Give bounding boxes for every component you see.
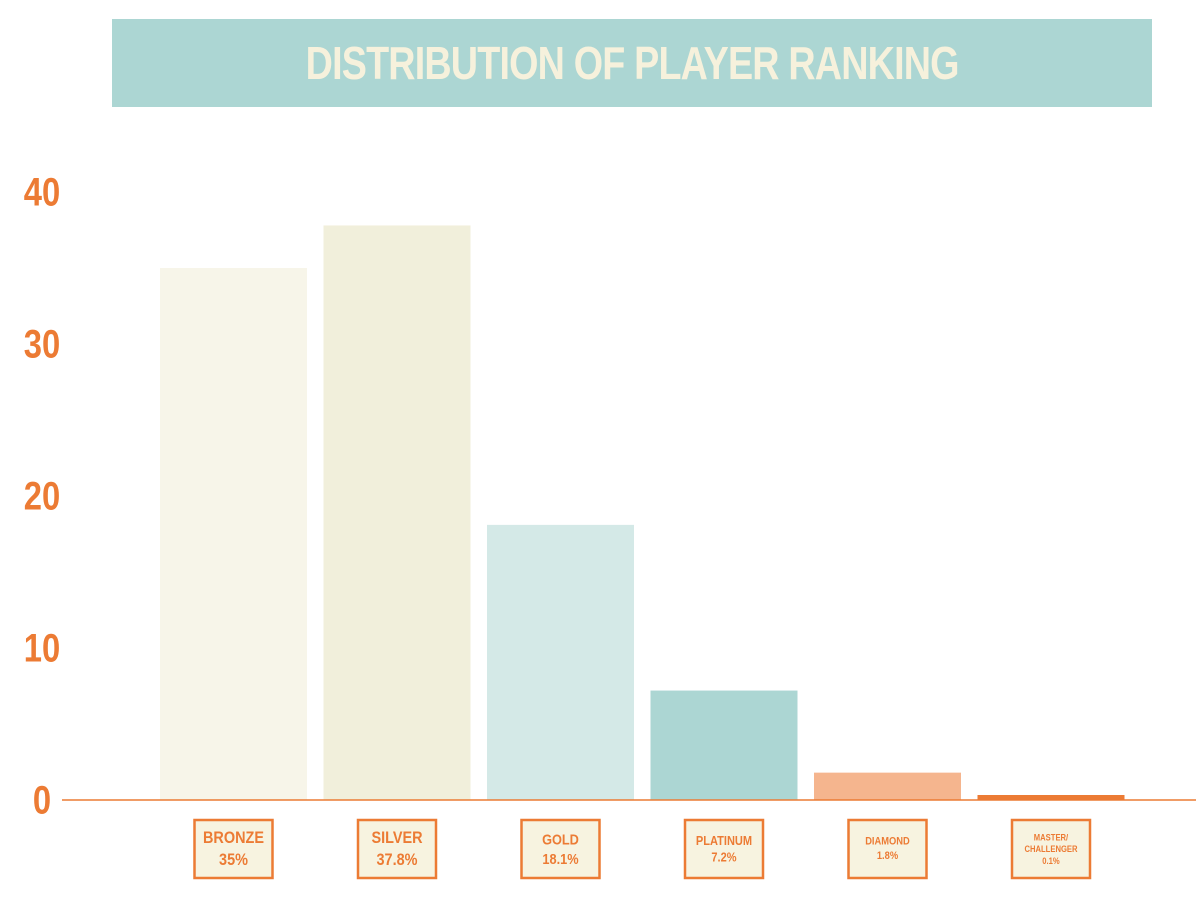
category-label-box: DIAMOND 1.8% xyxy=(847,818,928,880)
category-value-label: 1.8% xyxy=(877,850,898,862)
category-box-frame xyxy=(520,818,601,880)
chart-title: DISTRIBUTION OF PLAYER RANKING xyxy=(305,37,959,89)
category-label-box: PLATINUM 7.2% xyxy=(683,818,765,880)
y-tick-label: 40 xyxy=(24,170,60,215)
bar-bronze xyxy=(160,268,307,800)
bar-gold xyxy=(487,524,634,800)
category-name-label: BRONZE xyxy=(203,829,264,847)
category-value-label: 0.1% xyxy=(1042,855,1060,866)
category-name-label: CHALLENGER xyxy=(1024,844,1077,855)
category-box-frame xyxy=(356,818,438,880)
category-label-box: BRONZE 35% xyxy=(193,818,274,880)
category-value-label: 7.2% xyxy=(711,850,736,865)
category-name-label: SILVER xyxy=(371,829,423,847)
category-value-label: 37.8% xyxy=(377,851,418,869)
bar-silver xyxy=(323,225,471,800)
category-label-box: GOLD 18.1% xyxy=(520,818,601,880)
category-value-label: 18.1% xyxy=(542,850,578,867)
bar-master-challenger xyxy=(977,795,1125,800)
category-box-frame xyxy=(193,818,274,880)
chart-title-banner: DISTRIBUTION OF PLAYER RANKING xyxy=(112,19,1152,107)
bar-platinum xyxy=(650,690,798,800)
category-label-box: SILVER 37.8% xyxy=(356,818,438,880)
category-box-frame xyxy=(1010,818,1092,880)
category-name-label: MASTER/ xyxy=(1034,832,1069,843)
y-tick-label: 30 xyxy=(24,322,60,367)
category-name-label: GOLD xyxy=(542,831,579,848)
category-name-label: PLATINUM xyxy=(696,833,752,848)
y-tick-label: 20 xyxy=(24,474,60,519)
category-value-label: 35% xyxy=(219,851,248,869)
bar-diamond xyxy=(814,772,961,800)
category-box-frame xyxy=(847,818,928,880)
category-name-label: DIAMOND xyxy=(865,836,910,848)
y-tick-label: 10 xyxy=(24,626,60,671)
y-tick-label: 0 xyxy=(33,778,51,823)
category-box-frame xyxy=(683,818,765,880)
